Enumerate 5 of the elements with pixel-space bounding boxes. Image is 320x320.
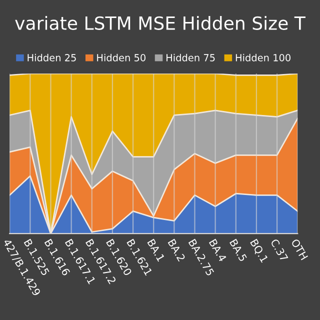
legend-label: Hidden 75 <box>166 54 215 62</box>
legend-label: Hidden 25 <box>28 54 76 62</box>
chart-title: variate LSTM MSE Hidden Size T <box>15 16 306 30</box>
legend-label: Hidden 50 <box>97 54 146 62</box>
legend-label: Hidden 100 <box>236 54 290 62</box>
